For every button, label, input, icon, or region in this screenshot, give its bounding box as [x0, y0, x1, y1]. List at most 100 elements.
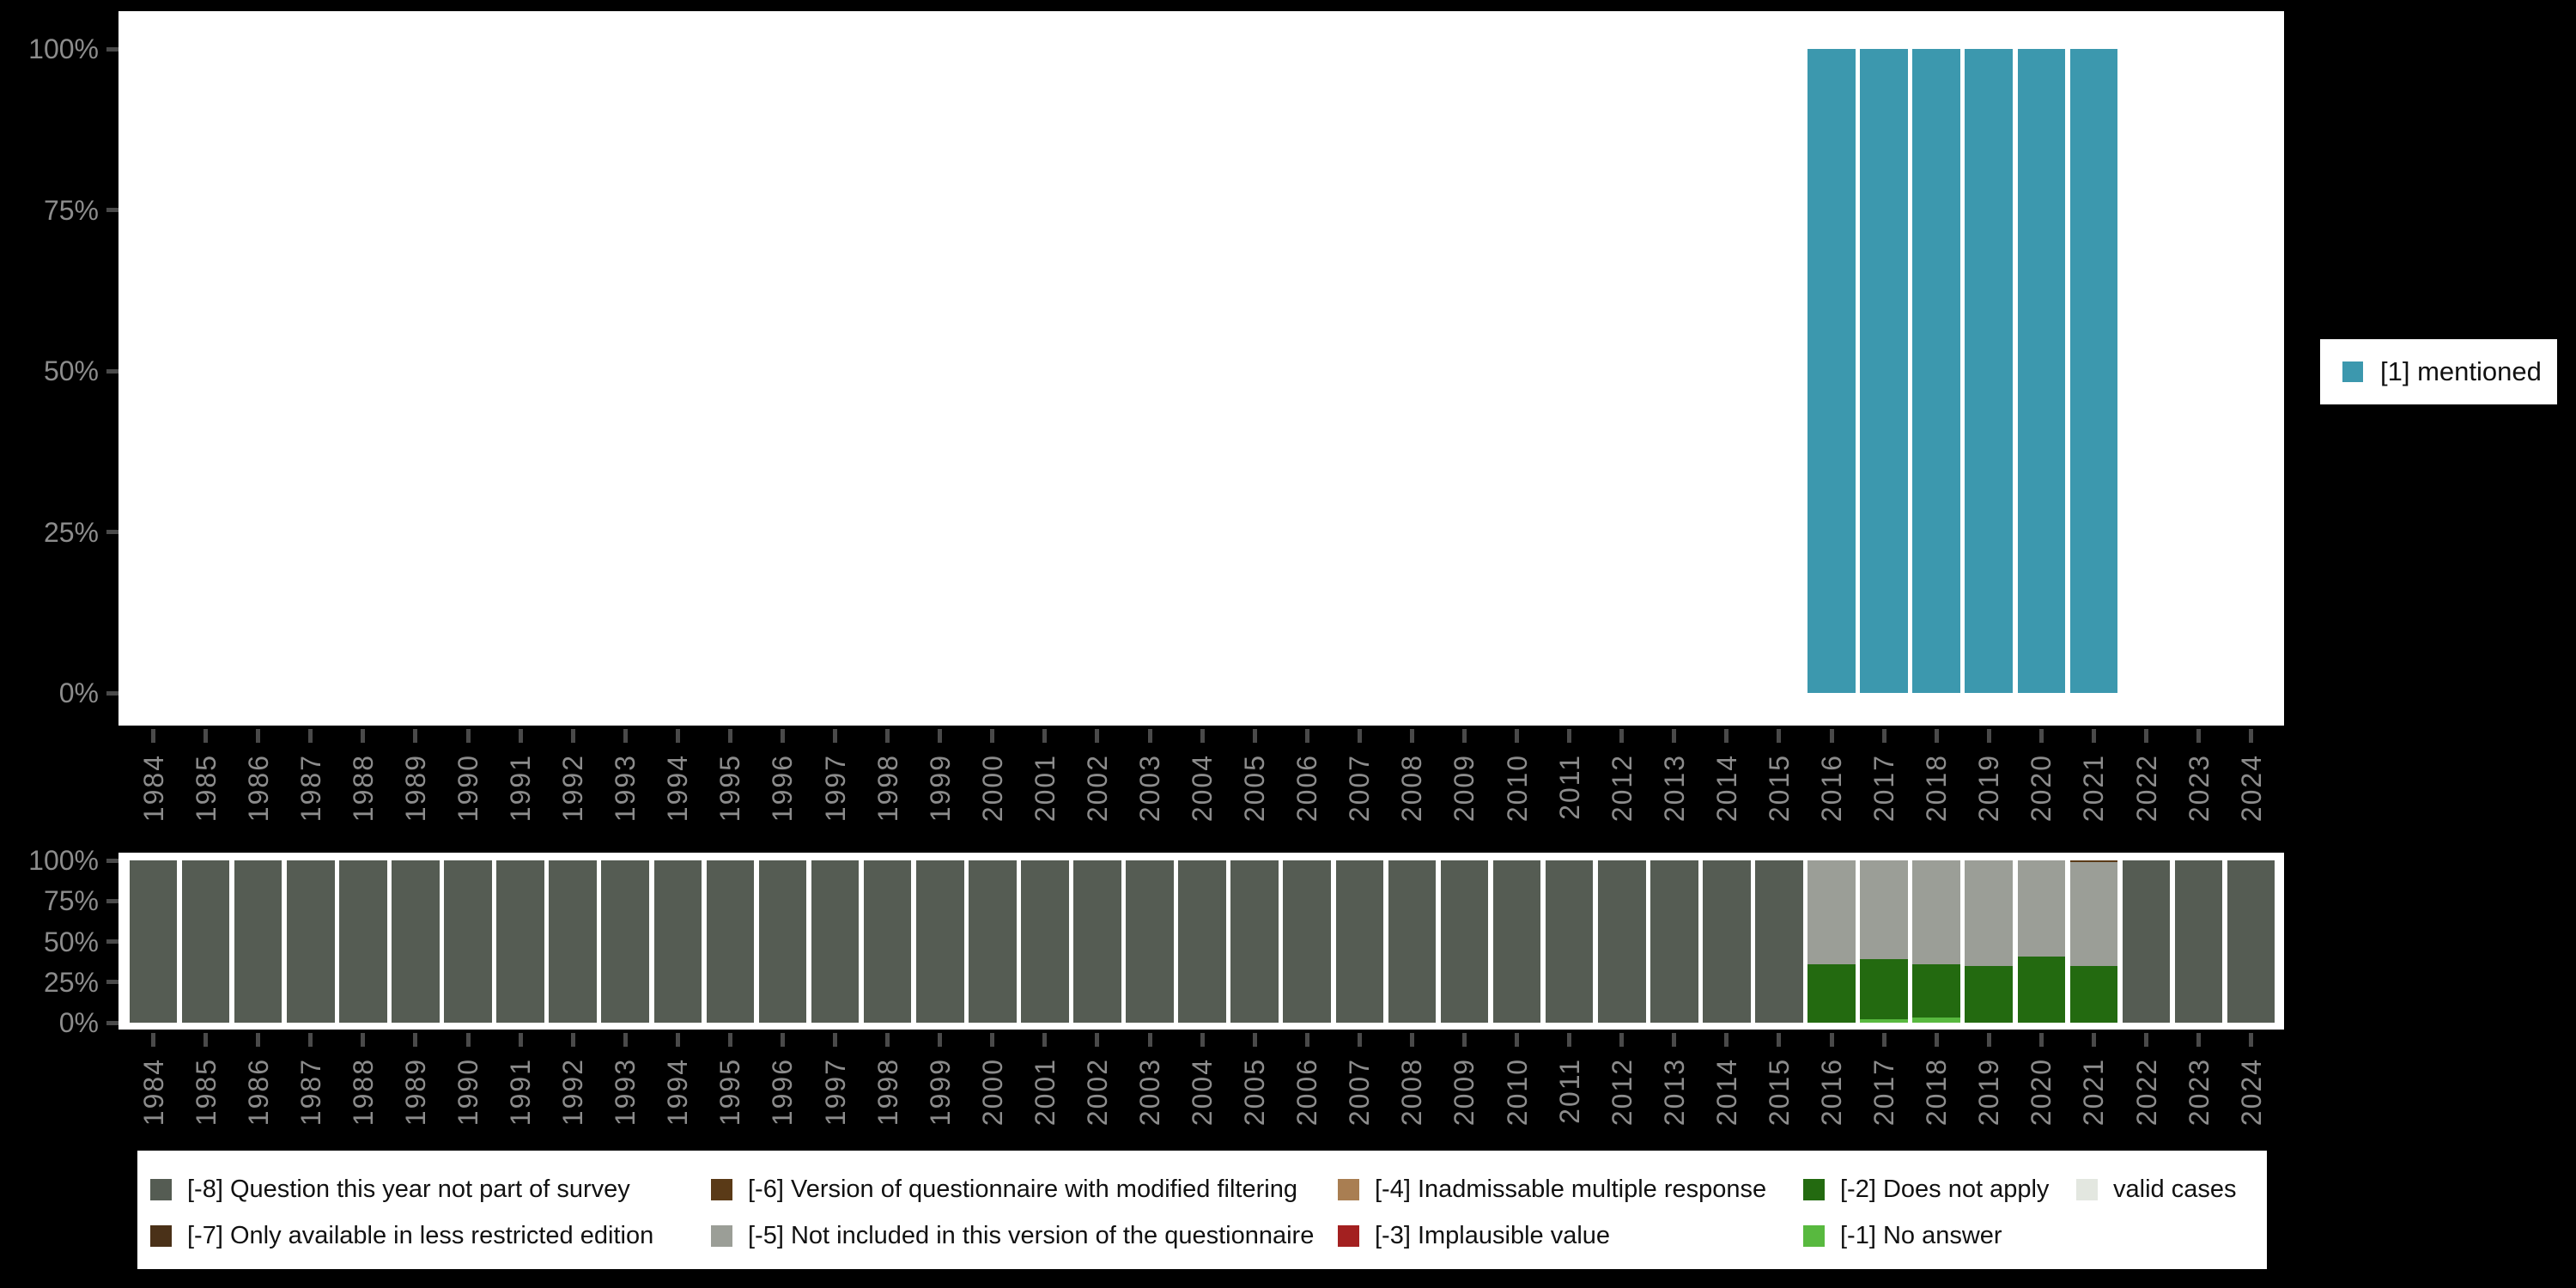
- bar-slot-2010: [1491, 49, 1543, 693]
- bar-2004: [1178, 860, 1226, 1023]
- bar-slot-2005: [1229, 49, 1281, 693]
- x-tick: [1881, 1033, 1886, 1047]
- bar-1993: [601, 860, 650, 1023]
- bar-segment-m5-2020: [2017, 860, 2066, 957]
- m8-swatch: [150, 1178, 172, 1200]
- bar-2019: [1965, 49, 2014, 693]
- x-tick: [1986, 1033, 1991, 1047]
- bar-slot-2003: [1123, 860, 1176, 1023]
- bar-segment-m1-2017: [1860, 1019, 1908, 1023]
- x-slot-1998: 1998: [861, 729, 914, 822]
- x-tick-label-1993: 1993: [610, 1058, 641, 1127]
- x-slot-2017: 2017: [1858, 729, 1911, 822]
- x-tick-label-2011: 2011: [1553, 1058, 1585, 1124]
- bar-slot-2007: [1334, 860, 1386, 1023]
- bar-segment-m8-2006: [1283, 860, 1332, 1023]
- x-tick-label-2012: 2012: [1606, 1058, 1637, 1127]
- bar-slot-1990: [441, 860, 494, 1023]
- x-slot-1995: 1995: [704, 1033, 756, 1126]
- y-tick: [106, 690, 118, 696]
- bar-1987: [286, 860, 335, 1023]
- x-slot-2022: 2022: [2120, 729, 2172, 822]
- bar-segment-m8-2004: [1178, 860, 1226, 1023]
- x-tick: [1829, 729, 1834, 743]
- y-tick-label: 75%: [43, 885, 99, 917]
- x-tick-label-2008: 2008: [1396, 754, 1428, 823]
- bar-1999: [915, 860, 964, 1023]
- x-tick-label-2020: 2020: [2026, 754, 2057, 823]
- x-slot-2006: 2006: [1281, 729, 1334, 822]
- x-tick-label-1994: 1994: [662, 1058, 694, 1127]
- bar-2000: [969, 860, 1017, 1023]
- x-slot-2023: 2023: [2172, 1033, 2225, 1126]
- y-tick-row: 25%: [44, 519, 118, 546]
- x-slot-1991: 1991: [495, 1033, 547, 1126]
- x-slot-1996: 1996: [756, 729, 809, 822]
- x-slot-2003: 2003: [1123, 1033, 1176, 1126]
- x-tick: [727, 1033, 732, 1047]
- x-slot-2009: 2009: [1438, 1033, 1491, 1126]
- y-tick-label: 50%: [43, 355, 99, 386]
- x-tick-label-2003: 2003: [1134, 1058, 1166, 1127]
- bar-slot-2015: [1753, 860, 1805, 1023]
- bar-segment-m8-2014: [1703, 860, 1751, 1023]
- x-tick: [1829, 1033, 1834, 1047]
- bar-slot-2020: [2015, 49, 2068, 693]
- bar-slot-1988: [337, 49, 389, 693]
- y-tick-label: 0%: [58, 1007, 99, 1038]
- bar-2020: [2017, 860, 2066, 1023]
- top-chart-plot: [118, 11, 2284, 726]
- x-tick-label-2013: 2013: [1658, 1058, 1690, 1127]
- y-tick: [106, 1020, 118, 1025]
- x-tick-label-1998: 1998: [872, 1058, 903, 1127]
- x-slot-2012: 2012: [1595, 1033, 1648, 1126]
- y-tick: [106, 898, 118, 903]
- top-chart-bars: [127, 49, 2277, 693]
- legend-column-3: [-4] Inadmissable multiple response [-3] …: [1338, 1151, 1766, 1269]
- bar-slot-2005: [1229, 860, 1281, 1023]
- x-tick: [204, 1033, 209, 1047]
- bar-2002: [1073, 860, 1121, 1023]
- x-tick: [2038, 729, 2044, 743]
- x-slot-1999: 1999: [914, 729, 966, 822]
- x-tick: [990, 1033, 995, 1047]
- bar-slot-2004: [1176, 860, 1229, 1023]
- bar-segment-mentioned-2017: [1860, 49, 1908, 693]
- bar-segment-m8-1990: [444, 860, 492, 1023]
- bar-segment-mentioned-2021: [2069, 49, 2118, 693]
- x-slot-1994: 1994: [652, 1033, 704, 1126]
- bar-slot-1999: [914, 49, 966, 693]
- x-slot-1987: 1987: [284, 1033, 337, 1126]
- bar-slot-1994: [652, 49, 704, 693]
- x-tick: [780, 1033, 785, 1047]
- x-tick: [1304, 1033, 1309, 1047]
- bar-slot-2009: [1438, 860, 1491, 1023]
- x-tick-label-1998: 1998: [872, 754, 903, 823]
- bar-segment-mentioned-2018: [1912, 49, 1960, 693]
- bar-segment-m8-2001: [1021, 860, 1069, 1023]
- x-tick-label-2019: 2019: [1973, 1058, 2005, 1127]
- bar-slot-1988: [337, 860, 389, 1023]
- x-slot-1998: 1998: [861, 1033, 914, 1126]
- bar-segment-m8-2009: [1440, 860, 1489, 1023]
- m4-legend-label: [-4] Inadmissable multiple response: [1375, 1175, 1767, 1203]
- x-tick: [1515, 1033, 1520, 1047]
- bar-slot-1991: [495, 860, 547, 1023]
- y-tick-row: 75%: [44, 887, 118, 914]
- x-slot-1984: 1984: [127, 729, 179, 822]
- valid-swatch: [2076, 1178, 2098, 1200]
- x-slot-2023: 2023: [2172, 729, 2225, 822]
- x-slot-1992: 1992: [547, 1033, 599, 1126]
- bar-slot-1986: [232, 860, 284, 1023]
- bar-slot-2017: [1858, 49, 1911, 693]
- x-tick-label-2005: 2005: [1239, 1058, 1271, 1127]
- x-tick: [151, 729, 156, 743]
- m1-legend-label: [-1] No answer: [1840, 1221, 2002, 1249]
- x-tick-label-2018: 2018: [1921, 1058, 1953, 1127]
- bar-1992: [549, 860, 597, 1023]
- x-slot-1986: 1986: [232, 729, 284, 822]
- x-tick-label-2005: 2005: [1239, 754, 1271, 823]
- bar-2007: [1335, 860, 1384, 1023]
- x-tick-label-2004: 2004: [1187, 1058, 1218, 1127]
